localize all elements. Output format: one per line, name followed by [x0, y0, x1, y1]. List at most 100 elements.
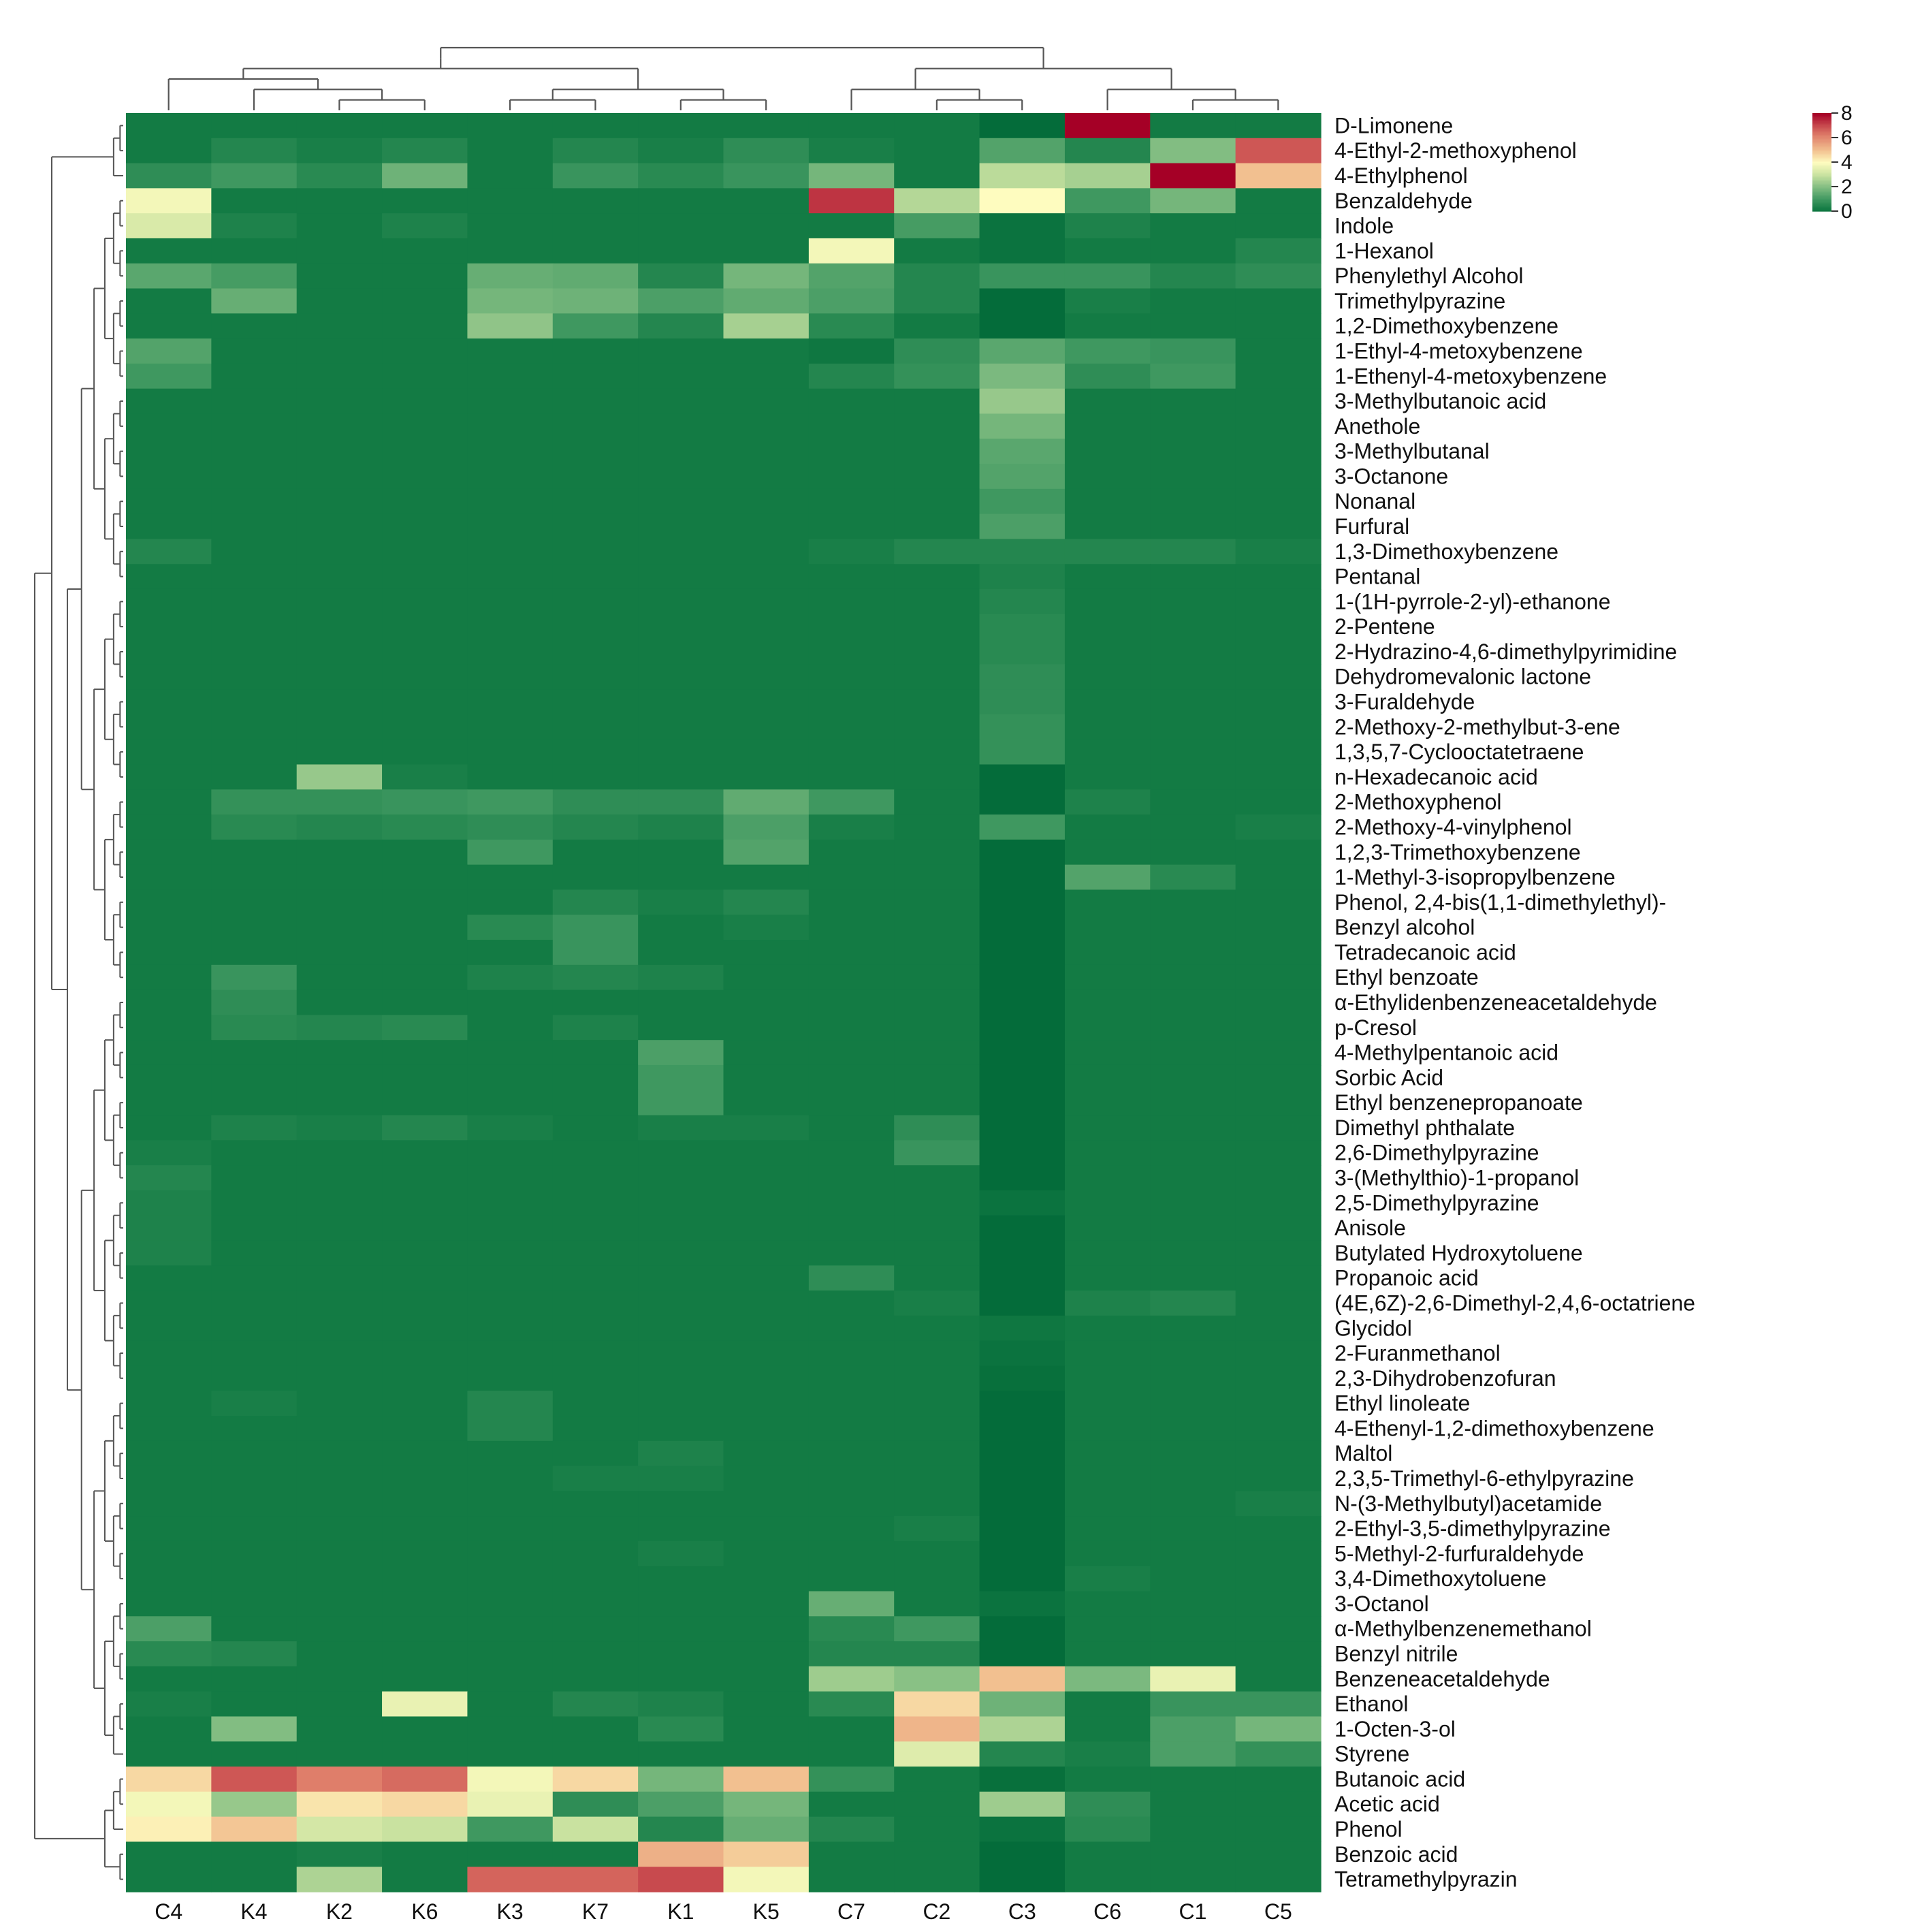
- legend-tick-label: 4: [1841, 151, 1853, 174]
- heatmap-cell: [211, 1115, 298, 1141]
- legend-color-step: [1812, 166, 1831, 168]
- heatmap-cell: [723, 764, 810, 790]
- heatmap-cell: [638, 564, 724, 590]
- heatmap-cell: [467, 1716, 554, 1742]
- heatmap-cell: [1150, 1741, 1236, 1767]
- heatmap-cell: [979, 1391, 1066, 1416]
- heatmap-cell: [552, 964, 639, 991]
- heatmap-cell: [1064, 1566, 1151, 1592]
- heatmap-cell: [1235, 1365, 1322, 1391]
- heatmap-cell: [296, 864, 383, 891]
- heatmap-cell: [1150, 238, 1236, 264]
- row-label: 2,5-Dimethylpyrazine: [1334, 1190, 1539, 1215]
- heatmap-cell: [894, 839, 980, 866]
- heatmap-cell: [382, 188, 468, 214]
- heatmap-cell: [1150, 1190, 1236, 1216]
- heatmap-cell: [552, 213, 639, 239]
- column-label: C1: [1179, 1899, 1207, 1924]
- heatmap-cell: [1235, 989, 1322, 1015]
- column-label: K2: [326, 1899, 353, 1924]
- heatmap-cell: [467, 1566, 554, 1592]
- heatmap-cell: [638, 1741, 724, 1767]
- heatmap-cell: [1064, 113, 1151, 139]
- heatmap-cell: [552, 313, 639, 339]
- heatmap-cell: [808, 488, 895, 515]
- heatmap-cell: [1150, 764, 1236, 790]
- heatmap-cell: [808, 1666, 895, 1692]
- heatmap-cell: [979, 1365, 1066, 1391]
- heatmap-cell: [638, 689, 724, 715]
- heatmap-cell: [552, 1416, 639, 1442]
- heatmap-cell: [211, 1265, 298, 1291]
- heatmap-cell: [1064, 539, 1151, 565]
- heatmap-cell: [1064, 1516, 1151, 1542]
- heatmap-cell: [894, 1265, 980, 1291]
- heatmap-cell: [382, 1566, 468, 1592]
- heatmap-cell: [126, 739, 212, 765]
- heatmap-cell: [1064, 739, 1151, 765]
- heatmap-cell: [808, 639, 895, 665]
- row-label: Acetic acid: [1334, 1792, 1440, 1816]
- heatmap-cell: [979, 388, 1066, 415]
- heatmap-cell: [1064, 1064, 1151, 1091]
- heatmap-cell: [211, 789, 298, 815]
- row-label: 4-Ethenyl-1,2-dimethoxybenzene: [1334, 1416, 1654, 1440]
- heatmap-cell: [979, 664, 1066, 690]
- heatmap-cell: [467, 1140, 554, 1166]
- heatmap-cell: [1235, 1315, 1322, 1342]
- heatmap-cell: [808, 1867, 895, 1893]
- heatmap-cell: [211, 388, 298, 415]
- row-label: n-Hexadecanoic acid: [1334, 765, 1538, 789]
- heatmap-cell: [382, 1064, 468, 1091]
- heatmap-cell: [382, 439, 468, 464]
- row-labels: D-Limonene4-Ethyl-2-methoxyphenol4-Ethyl…: [1334, 113, 1695, 1891]
- heatmap-cell: [552, 564, 639, 590]
- heatmap-cell: [467, 1867, 554, 1893]
- column-label: C3: [1008, 1899, 1036, 1924]
- heatmap-cell: [723, 1165, 810, 1191]
- heatmap-cell: [638, 163, 724, 189]
- heatmap-cell: [296, 764, 383, 790]
- heatmap-cell: [552, 388, 639, 415]
- heatmap-cell: [211, 1015, 298, 1041]
- heatmap-cell: [979, 1115, 1066, 1141]
- legend-color-step: [1812, 191, 1831, 193]
- heatmap-cell: [808, 889, 895, 915]
- heatmap-cell: [808, 689, 895, 715]
- heatmap-cell: [211, 588, 298, 615]
- row-label: Sorbic Acid: [1334, 1065, 1443, 1090]
- row-label: 3-Furaldehyde: [1334, 690, 1475, 714]
- heatmap-cell: [1064, 1365, 1151, 1391]
- heatmap-cell: [894, 313, 980, 339]
- heatmap-cell: [1235, 1090, 1322, 1116]
- heatmap-cell: [1064, 1841, 1151, 1867]
- heatmap-cell: [211, 488, 298, 515]
- heatmap-cell: [638, 789, 724, 815]
- column-label: C7: [837, 1899, 865, 1924]
- heatmap-cell: [382, 1190, 468, 1216]
- heatmap-cell: [467, 989, 554, 1015]
- legend-tick-label: 6: [1841, 127, 1853, 149]
- heatmap-cell: [979, 1340, 1066, 1367]
- heatmap-cell: [1235, 664, 1322, 690]
- heatmap-cell: [296, 388, 383, 415]
- legend-color-step: [1812, 181, 1831, 183]
- heatmap-cell: [126, 764, 212, 790]
- heatmap-cell: [552, 989, 639, 1015]
- heatmap-cell: [382, 1741, 468, 1767]
- legend-color-step: [1812, 195, 1831, 197]
- heatmap-cell: [723, 864, 810, 891]
- heatmap-cell: [1150, 1641, 1236, 1667]
- heatmap-cell: [382, 588, 468, 615]
- heatmap-cell: [723, 1666, 810, 1692]
- legend-color-step: [1812, 132, 1831, 134]
- legend-color-step: [1812, 147, 1831, 149]
- row-dendrogram: [34, 125, 123, 1880]
- heatmap-cell: [382, 964, 468, 991]
- heatmap-cell: [552, 513, 639, 540]
- heatmap-cell: [1150, 1240, 1236, 1266]
- legend-color-step: [1812, 138, 1831, 140]
- legend-color-step: [1812, 144, 1831, 146]
- heatmap-cell: [296, 1015, 383, 1041]
- heatmap-cell: [126, 864, 212, 891]
